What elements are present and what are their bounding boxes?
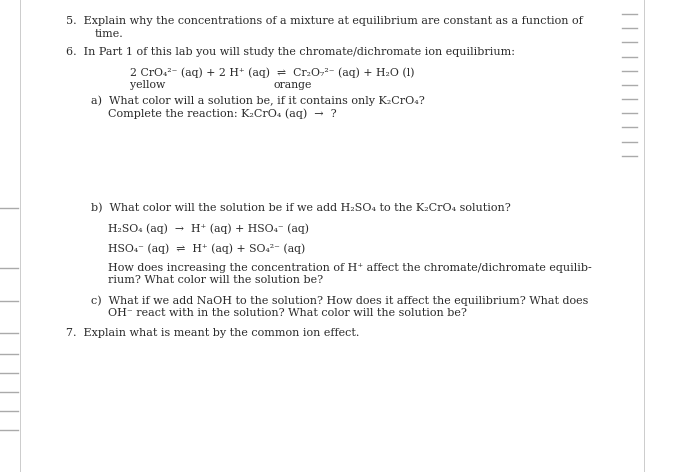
Text: How does increasing the concentration of H⁺ affect the chromate/dichromate equil: How does increasing the concentration of…	[108, 263, 592, 273]
Text: H₂SO₄ (aq)  →  H⁺ (aq) + HSO₄⁻ (aq): H₂SO₄ (aq) → H⁺ (aq) + HSO₄⁻ (aq)	[108, 223, 309, 234]
Text: time.: time.	[94, 29, 123, 39]
Text: c)  What if we add NaOH to the solution? How does it affect the equilibrium? Wha: c) What if we add NaOH to the solution? …	[91, 296, 589, 306]
Text: b)  What color will the solution be if we add H₂SO₄ to the K₂CrO₄ solution?: b) What color will the solution be if we…	[91, 202, 511, 213]
Text: rium? What color will the solution be?: rium? What color will the solution be?	[108, 275, 323, 286]
Text: a)  What color will a solution be, if it contains only K₂CrO₄?: a) What color will a solution be, if it …	[91, 96, 425, 106]
Text: OH⁻ react with in the solution? What color will the solution be?: OH⁻ react with in the solution? What col…	[108, 308, 468, 319]
Text: 2 CrO₄²⁻ (aq) + 2 H⁺ (aq)  ⇌  Cr₂O₇²⁻ (aq) + H₂O (l): 2 CrO₄²⁻ (aq) + 2 H⁺ (aq) ⇌ Cr₂O₇²⁻ (aq)…	[130, 68, 414, 78]
Text: 6.  In Part 1 of this lab you will study the chromate/dichromate ion equilibrium: 6. In Part 1 of this lab you will study …	[66, 47, 515, 57]
Text: orange: orange	[273, 80, 312, 90]
Text: 5.  Explain why the concentrations of a mixture at equilibrium are constant as a: 5. Explain why the concentrations of a m…	[66, 16, 583, 26]
Text: 7.  Explain what is meant by the common ion effect.: 7. Explain what is meant by the common i…	[66, 328, 360, 338]
Text: yellow: yellow	[130, 80, 164, 90]
Text: Complete the reaction: K₂CrO₄ (aq)  →  ?: Complete the reaction: K₂CrO₄ (aq) → ?	[108, 108, 337, 118]
Text: HSO₄⁻ (aq)  ⇌  H⁺ (aq) + SO₄²⁻ (aq): HSO₄⁻ (aq) ⇌ H⁺ (aq) + SO₄²⁻ (aq)	[108, 243, 306, 253]
